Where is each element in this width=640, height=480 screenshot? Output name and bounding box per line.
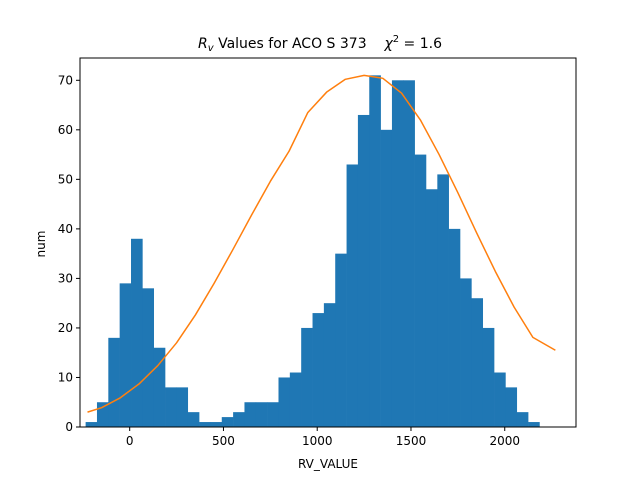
histogram-bar — [142, 288, 154, 427]
histogram-bar — [221, 417, 234, 427]
plot-frame — [79, 57, 577, 428]
histogram-bar — [233, 412, 245, 427]
y-tick-label: 30 — [58, 271, 73, 285]
y-tick-label: 60 — [58, 123, 73, 137]
curve-layer — [87, 74, 556, 413]
y-tick-label: 10 — [58, 370, 73, 384]
histogram-bar — [278, 377, 291, 427]
histogram-bar — [187, 412, 200, 427]
histogram-bar — [119, 283, 132, 427]
histogram-bar — [425, 189, 438, 427]
y-tick-label: 50 — [58, 172, 73, 186]
histogram-bar — [357, 114, 370, 428]
histogram-bar — [210, 422, 223, 427]
y-tick-label: 0 — [65, 420, 73, 434]
x-tick-label: 0 — [126, 434, 134, 448]
histogram-bar — [176, 387, 189, 427]
histogram-bar — [380, 129, 393, 427]
histogram-bar — [255, 402, 268, 427]
histogram-bar — [165, 387, 177, 427]
histogram-bar — [108, 337, 120, 427]
ticks-layer: 0 500 1000 1500 2000 0 10 20 30 40 50 60 70 — [58, 73, 520, 448]
histogram-bar — [437, 174, 449, 427]
histogram-bar — [96, 402, 109, 427]
histogram-bar — [131, 238, 143, 427]
y-axis-label: num — [34, 231, 48, 258]
x-tick-label: 1000 — [302, 434, 333, 448]
axes-frame — [79, 57, 577, 428]
fit-curve-line — [87, 74, 556, 413]
chart-title: Rv Values for ACO S 373 χ2 = 1.6 — [198, 34, 442, 54]
x-tick-label: 1500 — [396, 434, 427, 448]
histogram-bar — [153, 347, 166, 427]
y-tick-label: 40 — [58, 222, 73, 236]
bars-layer — [85, 75, 540, 428]
histogram-bar — [301, 327, 313, 427]
x-axis-label: RV_VALUE — [298, 457, 358, 471]
histogram-bar — [85, 422, 98, 427]
histogram-bar — [471, 298, 484, 427]
histogram-bar — [448, 228, 461, 427]
histogram-bar — [505, 387, 518, 427]
histogram-bar — [335, 253, 347, 427]
y-tick-label: 70 — [58, 73, 73, 87]
histogram-bar — [289, 372, 302, 427]
histogram-bar — [391, 80, 404, 428]
y-tick-label: 20 — [58, 321, 73, 335]
histogram-bar — [494, 372, 506, 427]
histogram-bar — [346, 164, 359, 427]
histogram-bar — [403, 80, 415, 428]
x-tick-label: 2000 — [489, 434, 520, 448]
histogram-bar — [516, 412, 529, 427]
histogram-bar — [199, 422, 211, 427]
histogram-bar — [460, 278, 472, 427]
histogram-bar — [312, 313, 325, 427]
histogram-bar — [267, 402, 279, 427]
histogram-bar — [369, 75, 381, 427]
histogram-bar — [414, 154, 427, 427]
histogram-bar — [482, 327, 495, 427]
histogram-bar — [323, 303, 336, 427]
histogram-bar — [244, 402, 257, 427]
x-tick-label: 500 — [212, 434, 235, 448]
histogram-bar — [528, 422, 540, 427]
